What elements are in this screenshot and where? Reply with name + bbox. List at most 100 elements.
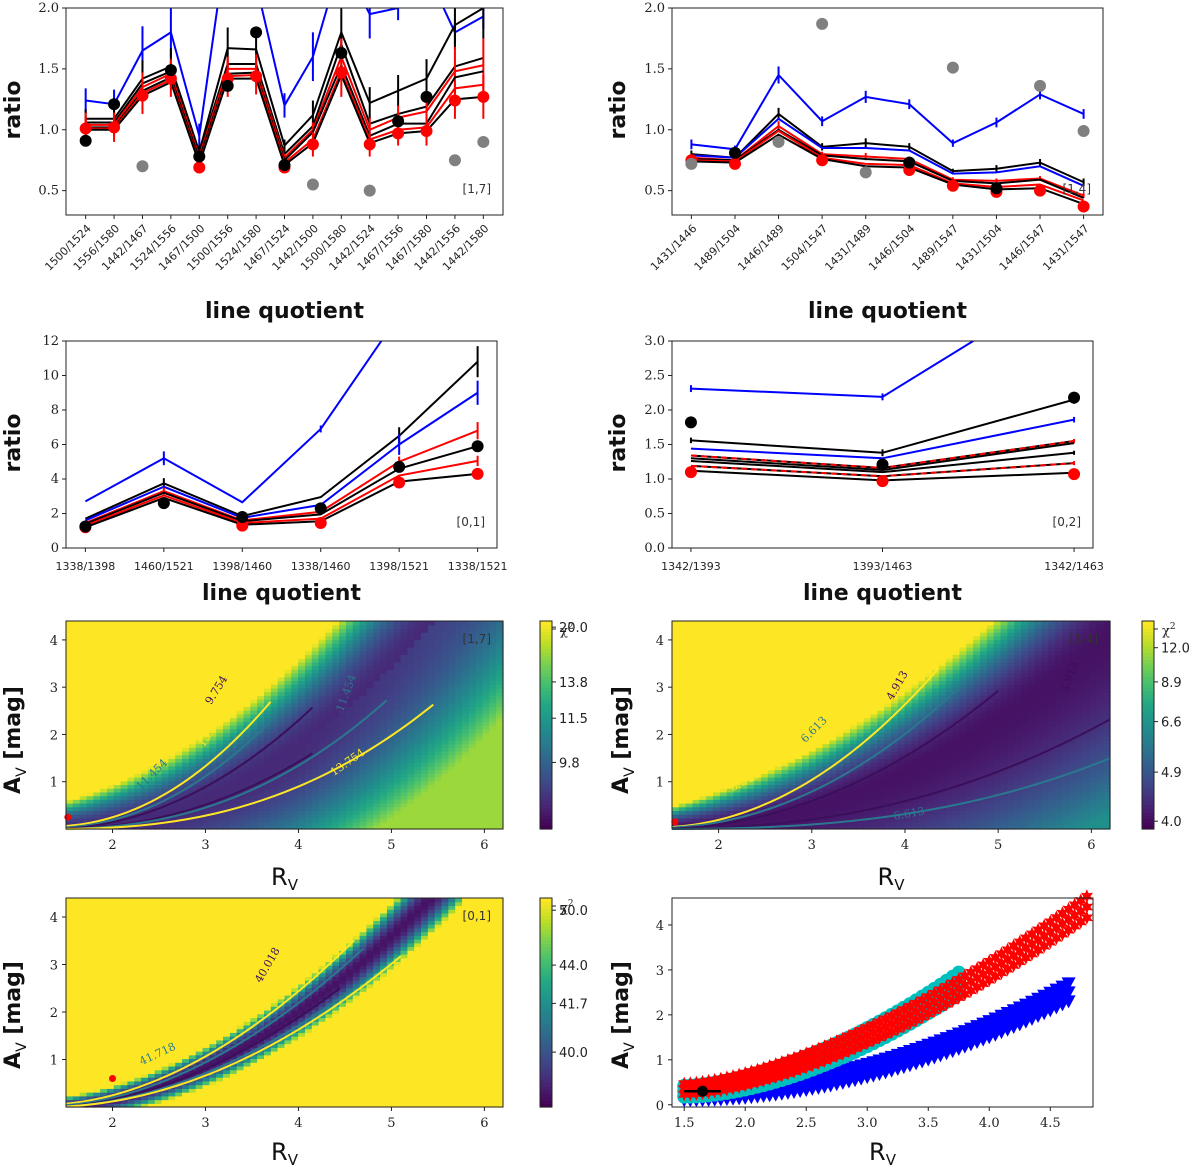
heatmap-cell: [79, 621, 88, 626]
heatmap-cell: [284, 743, 292, 748]
heatmap-cell: [672, 665, 680, 670]
heatmap-cell: [311, 721, 320, 726]
heatmap-cell: [380, 706, 388, 711]
heatmap-cell: [100, 751, 108, 756]
heatmap-cell: [740, 784, 748, 789]
heatmap-cell: [692, 732, 700, 737]
heatmap-cell: [706, 710, 714, 715]
heatmap-cell: [250, 654, 258, 659]
heatmap-cell: [489, 624, 497, 630]
heatmap-cell: [113, 725, 122, 730]
heatmap-cell: [120, 754, 129, 760]
heatmap-cell: [120, 684, 129, 689]
heatmap-cell: [291, 628, 299, 633]
heatmap-cell: [339, 680, 347, 685]
heatmap-cell: [277, 803, 286, 808]
heatmap-cell: [407, 643, 415, 648]
heatmap-cell: [188, 635, 197, 641]
heatmap-cell: [345, 654, 354, 659]
heatmap-cell: [277, 784, 286, 789]
heatmap-cell: [147, 632, 156, 637]
heatmap-cell: [366, 647, 374, 652]
heatmap-cell: [740, 765, 748, 771]
heatmap-cell: [161, 795, 170, 800]
heatmap-cell: [147, 643, 156, 648]
heatmap-cell: [496, 706, 504, 711]
heatmap-cell: [175, 795, 183, 800]
heatmap-cell: [141, 680, 149, 685]
heatmap-cell: [134, 799, 142, 804]
heatmap-cell: [188, 814, 197, 819]
heatmap-cell: [134, 665, 142, 670]
point-observed-black: [471, 440, 484, 453]
heatmap-cell: [373, 751, 381, 756]
heatmap-cell: [678, 803, 687, 808]
heatmap-cell: [113, 732, 122, 737]
heatmap-cell: [455, 806, 463, 812]
heatmap-cell: [496, 654, 504, 659]
heatmap-cell: [325, 758, 333, 763]
heatmap-cell: [699, 758, 707, 763]
heatmap-cell: [386, 821, 395, 826]
heatmap-cell: [141, 717, 149, 722]
heatmap-cell: [325, 632, 333, 637]
heatmap-cell: [113, 777, 122, 782]
heatmap-cell: [414, 717, 422, 722]
heatmap-cell: [359, 795, 368, 800]
colorbar-segment: [540, 780, 552, 785]
heatmap-cell: [373, 635, 381, 641]
heatmap-cell: [713, 628, 721, 633]
heatmap-cell: [243, 624, 251, 630]
heatmap-cell: [482, 773, 490, 778]
heatmap-cell: [781, 814, 789, 819]
heatmap-cell: [475, 795, 484, 800]
heatmap-cell: [733, 769, 742, 774]
heatmap-cell: [113, 747, 122, 752]
heatmap-cell: [264, 643, 272, 648]
heatmap-cell: [747, 821, 755, 826]
heatmap-cell: [223, 791, 231, 797]
heatmap-cell: [270, 684, 279, 689]
heatmap-cell: [277, 710, 286, 715]
heatmap-cell: [243, 647, 251, 652]
heatmap-cell: [352, 691, 361, 696]
heatmap-cell: [188, 669, 197, 674]
colorbar-segment: [540, 662, 552, 667]
heatmap-cell: [277, 713, 286, 719]
heatmap-cell: [72, 713, 81, 719]
heatmap-cell: [332, 825, 340, 830]
heatmap-cell: [733, 687, 742, 693]
heatmap-cell: [175, 777, 183, 782]
heatmap-cell: [175, 687, 183, 693]
heatmap-cell: [726, 680, 735, 685]
heatmap-cell: [175, 699, 183, 704]
heatmap-cell: [740, 743, 748, 748]
heatmap-cell: [127, 710, 135, 715]
heatmap-cell: [72, 676, 81, 682]
heatmap-cell: [223, 747, 231, 752]
heatmap-cell: [182, 762, 190, 767]
heatmap-cell: [455, 628, 463, 633]
heatmap-cell: [760, 661, 769, 667]
heatmap-cell: [141, 777, 149, 782]
heatmap-cell: [72, 647, 81, 652]
heatmap-cell: [154, 725, 163, 730]
heatmap-cell: [482, 621, 490, 626]
heatmap-cell: [441, 643, 449, 648]
heatmap-cell: [468, 706, 477, 711]
heatmap-cell: [141, 621, 149, 626]
heatmap-cell: [161, 806, 170, 812]
panel-label: [1,7]: [463, 182, 491, 196]
heatmap-cell: [202, 799, 210, 804]
heatmap-cell: [223, 788, 231, 793]
heatmap-cell: [277, 624, 286, 630]
heatmap-cell: [86, 650, 94, 656]
heatmap-cell: [427, 643, 436, 648]
heatmap-cell: [134, 710, 142, 715]
heatmap-cell: [345, 676, 354, 682]
heatmap-cell: [229, 687, 238, 693]
heatmap-cell: [277, 691, 286, 696]
heatmap-cell: [66, 713, 74, 719]
heatmap-cell: [141, 635, 149, 641]
heatmap-cell: [291, 702, 299, 708]
